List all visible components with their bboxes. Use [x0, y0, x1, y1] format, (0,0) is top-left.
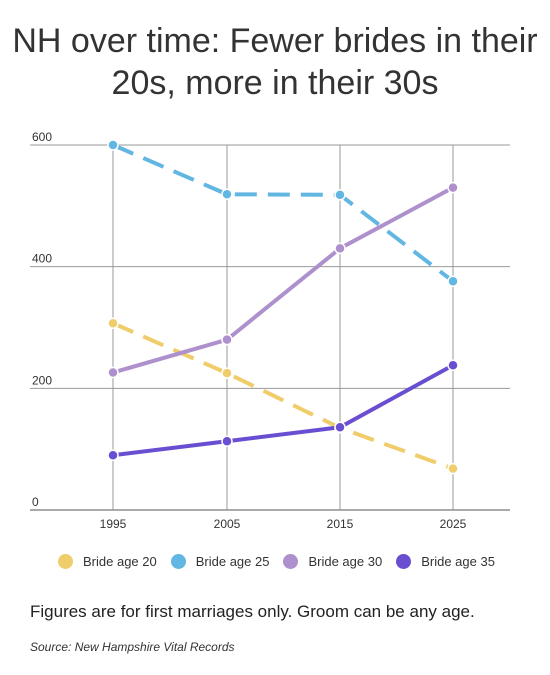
legend-item-age-30[interactable]: Bride age 30 — [283, 554, 382, 569]
y-tick-label-200: 200 — [32, 373, 52, 387]
series-1-point-2025 — [447, 275, 459, 288]
series-line-3 — [112, 363, 454, 458]
series-2-point-2025 — [447, 181, 459, 194]
x-tick-label-1995: 1995 — [100, 517, 127, 531]
legend-label-age-30: Bride age 30 — [308, 554, 383, 569]
legend-swatch-age-25 — [170, 554, 186, 569]
x-tick-label-2025: 2025 — [440, 517, 467, 531]
series-2-point-1995 — [107, 366, 119, 379]
series-0-point-2005 — [221, 367, 233, 379]
series-3-point-2015 — [334, 421, 346, 434]
series-1-point-2005 — [221, 188, 233, 201]
series-3-point-2025 — [447, 359, 459, 371]
legend-swatch-age-20 — [58, 554, 73, 569]
series-2-point-2015 — [334, 242, 346, 255]
source-credit: Source: New Hampshire Vital Records — [30, 640, 235, 654]
legend-item-age-25[interactable]: Bride age 25 — [170, 554, 270, 569]
series-3-point-2005 — [221, 435, 233, 448]
legend-swatch-age-35 — [396, 554, 412, 569]
y-tick-label-400: 400 — [32, 252, 52, 266]
footnote: Figures are for first marriages only. Gr… — [30, 602, 475, 621]
series-2-point-2005 — [221, 333, 233, 346]
legend-item-age-35[interactable]: Bride age 35 — [396, 554, 495, 569]
y-tick-label-600: 600 — [32, 130, 52, 144]
series-line-1 — [112, 143, 455, 283]
x-tick-label-2015: 2015 — [327, 517, 354, 531]
series-1-point-2015 — [334, 189, 346, 201]
series-0-point-1995 — [107, 317, 119, 329]
legend-item-age-20[interactable]: Bride age 20 — [58, 554, 157, 569]
legend-label-age-35: Bride age 35 — [421, 554, 495, 569]
series-line-2 — [112, 185, 454, 375]
legend: Bride age 20 Bride age 25 Bride age 30 B… — [58, 554, 509, 569]
legend-label-age-25: Bride age 25 — [195, 554, 270, 569]
y-tick-label-0: 0 — [32, 495, 39, 509]
series-1-point-1995 — [107, 139, 119, 151]
x-tick-label-2005: 2005 — [214, 517, 241, 531]
series-3-point-1995 — [107, 449, 119, 461]
legend-swatch-age-30 — [283, 554, 299, 569]
series-line-0 — [112, 321, 454, 471]
legend-label-age-20: Bride age 20 — [83, 554, 157, 569]
chart-title: NH over time: Fewer brides in their 20s,… — [12, 22, 538, 102]
series-0-point-2025 — [447, 462, 459, 475]
